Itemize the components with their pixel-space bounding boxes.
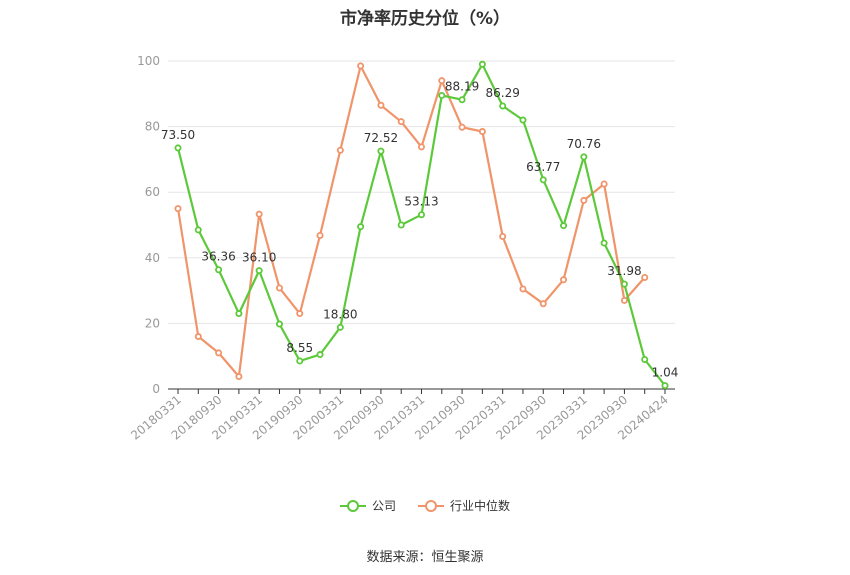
data-label: 36.36 (201, 250, 235, 264)
data-label: 31.98 (607, 264, 641, 278)
data-label: 36.10 (242, 251, 276, 265)
legend-item[interactable]: 公司 (339, 497, 396, 514)
legend: 公司 行业中位数 (0, 497, 850, 514)
data-point[interactable] (438, 91, 446, 99)
grid-lines (168, 60, 675, 324)
data-point[interactable] (499, 102, 507, 110)
y-tick-label: 40 (145, 251, 160, 265)
data-point[interactable] (357, 62, 365, 70)
data-point[interactable] (357, 223, 365, 231)
data-point[interactable] (235, 373, 243, 381)
data-point[interactable] (580, 153, 588, 161)
data-point[interactable] (397, 118, 405, 126)
data-point[interactable] (499, 232, 507, 240)
data-point[interactable] (620, 296, 628, 304)
y-tick-label: 80 (145, 120, 160, 134)
data-point[interactable] (478, 60, 486, 68)
x-axis: 2018033120180930201903312019093020200331… (128, 388, 675, 443)
series-layer (174, 60, 669, 390)
y-tick-label: 0 (152, 382, 160, 396)
legend-label: 行业中位数 (450, 499, 511, 513)
data-point[interactable] (539, 300, 547, 308)
data-point[interactable] (255, 210, 263, 218)
data-point[interactable] (417, 211, 425, 219)
data-point[interactable] (417, 143, 425, 151)
series-line (176, 64, 646, 378)
series-line (176, 63, 666, 387)
data-point[interactable] (580, 196, 588, 204)
data-point[interactable] (296, 357, 304, 365)
line-chart: 0 20 40 60 80 100 201803312018093020190331201… (128, 54, 679, 443)
data-point[interactable] (641, 355, 649, 363)
y-tick-label: 100 (137, 54, 160, 68)
data-point[interactable] (600, 180, 608, 188)
data-label: 70.76 (567, 137, 601, 151)
data-point[interactable] (560, 276, 568, 284)
data-point[interactable] (215, 349, 223, 357)
data-point[interactable] (235, 310, 243, 318)
data-labels: 73.50 36.36 36.10 8.55 18.80 72.52 53.13 88.19 8… (161, 80, 679, 380)
data-label: 18.80 (323, 307, 357, 321)
y-tick-label: 20 (145, 316, 160, 330)
data-label: 86.29 (485, 86, 519, 100)
data-point[interactable] (255, 267, 263, 275)
data-point[interactable] (438, 77, 446, 85)
data-point[interactable] (620, 280, 628, 288)
data-point[interactable] (275, 284, 283, 292)
data-point[interactable] (316, 351, 324, 359)
data-point[interactable] (275, 320, 283, 328)
series-行业中位数 (174, 62, 649, 381)
data-point[interactable] (397, 221, 405, 229)
data-point[interactable] (336, 146, 344, 154)
data-point[interactable] (661, 382, 669, 390)
data-point[interactable] (215, 266, 223, 274)
data-label: 88.19 (445, 80, 479, 94)
chart-title: 市净率历史分位（%） (339, 9, 511, 29)
data-point[interactable] (194, 226, 202, 234)
data-point[interactable] (377, 101, 385, 109)
data-point[interactable] (641, 273, 649, 281)
legend-item[interactable]: 行业中位数 (418, 497, 510, 514)
data-point[interactable] (600, 239, 608, 247)
legend-swatch-icon (339, 499, 366, 512)
data-label: 72.52 (364, 131, 398, 145)
data-point[interactable] (336, 323, 344, 331)
series-公司 (174, 60, 669, 390)
data-label: 1.04 (652, 366, 679, 380)
data-point[interactable] (519, 116, 527, 124)
data-label: 63.77 (526, 160, 560, 174)
y-tick-label: 60 (145, 185, 160, 199)
data-point[interactable] (458, 123, 466, 131)
data-source-note: 数据来源：恒生聚源 (366, 550, 484, 565)
data-label: 73.50 (161, 128, 195, 142)
data-point[interactable] (519, 285, 527, 293)
data-point[interactable] (377, 147, 385, 155)
legend-label: 公司 (371, 499, 396, 513)
data-point[interactable] (194, 333, 202, 341)
data-point[interactable] (539, 176, 547, 184)
y-axis: 0 20 40 60 80 100 (137, 54, 160, 396)
data-point[interactable] (458, 96, 466, 104)
data-label: 8.55 (286, 341, 313, 355)
data-point[interactable] (316, 231, 324, 239)
data-point[interactable] (478, 128, 486, 136)
data-point[interactable] (560, 222, 568, 230)
data-point[interactable] (174, 144, 182, 152)
legend-swatch-icon (418, 499, 444, 512)
data-point[interactable] (174, 205, 182, 213)
data-point[interactable] (296, 310, 304, 318)
data-label: 53.13 (404, 195, 438, 209)
